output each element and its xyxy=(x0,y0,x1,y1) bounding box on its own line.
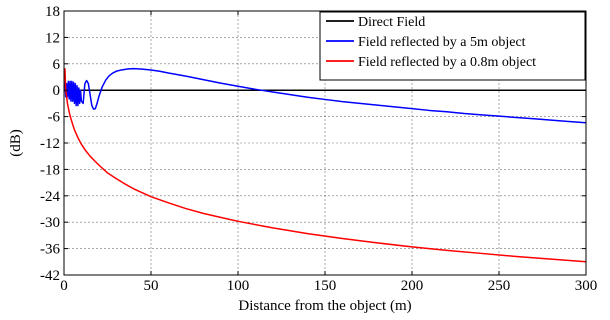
y-tick-label: -24 xyxy=(40,189,60,205)
legend-entry: Field reflected by a 5m object xyxy=(358,35,526,50)
y-tick-label: -12 xyxy=(40,136,60,152)
x-tick-label: 200 xyxy=(401,278,424,294)
legend: Direct Field Field reflected by a 5m obje… xyxy=(319,11,586,81)
y-tick-label: 18 xyxy=(45,4,60,20)
y-tick-label: -6 xyxy=(48,110,61,126)
legend-entry: Direct Field xyxy=(358,15,425,30)
y-tick-label: -30 xyxy=(40,215,60,231)
y-axis-label: (dB) xyxy=(8,129,24,157)
y-tick-label: -18 xyxy=(40,162,60,178)
series-line-2 xyxy=(64,68,587,263)
x-tick-label: 300 xyxy=(575,278,598,294)
legend-box xyxy=(319,11,586,81)
y-tick-label: 12 xyxy=(45,30,60,46)
series-line-1 xyxy=(64,67,587,124)
y-tick-label: 6 xyxy=(53,57,61,73)
y-tick-label: 0 xyxy=(53,83,61,99)
series-layer xyxy=(64,67,587,263)
x-tick-label: 50 xyxy=(144,278,159,294)
x-tick-label: 150 xyxy=(314,278,337,294)
x-tick-label: 250 xyxy=(488,278,511,294)
y-tick-label: -36 xyxy=(40,242,60,258)
x-tick-label: 100 xyxy=(227,278,250,294)
y-tick-label: -42 xyxy=(40,268,60,284)
x-tick-label: 0 xyxy=(60,278,68,294)
x-axis-label: Distance from the object (m) xyxy=(238,298,411,314)
tick-layer: 0 50 100 150 200 250 300 -42 -36 -30 -24 -18 -12 -6 0 6… xyxy=(40,4,597,294)
legend-entry: Field reflected by a 0.8m object xyxy=(358,55,536,70)
